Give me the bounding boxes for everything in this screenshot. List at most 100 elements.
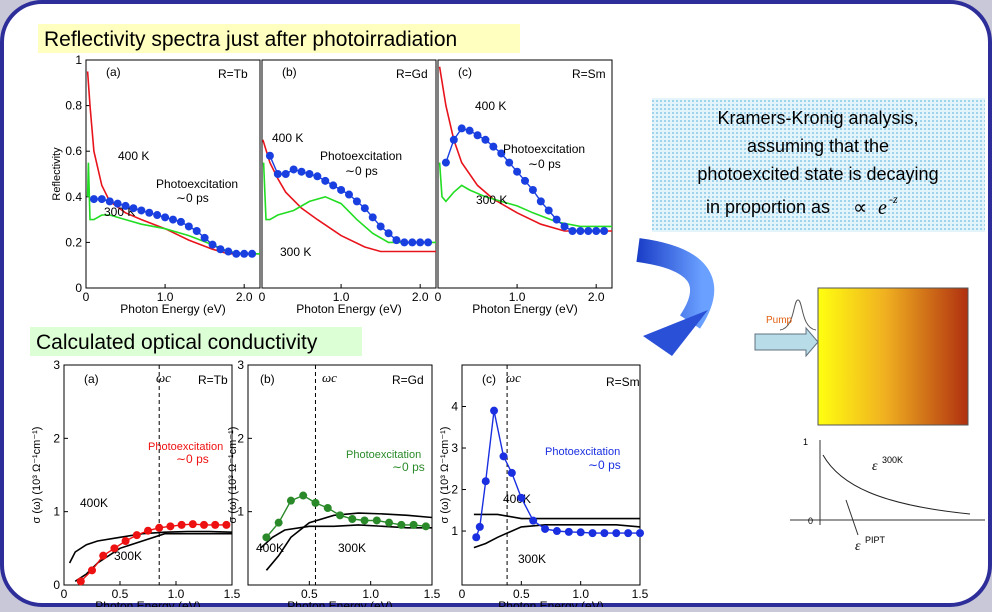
data-point [481, 135, 490, 144]
data-point [286, 496, 295, 505]
series-line [265, 512, 433, 571]
data-point [211, 520, 220, 529]
series-label: 400 K [118, 149, 149, 163]
series-label: 300K [338, 541, 366, 555]
data-point [313, 172, 322, 181]
series-label: Photoexcitation [320, 149, 402, 163]
x-tick-label: 0 [459, 587, 466, 601]
data-point [360, 204, 369, 213]
series-label: Photoexcitation [346, 449, 421, 461]
series-label: 300K [518, 552, 546, 566]
x-tick-label: 0.5 [301, 587, 318, 601]
data-point [449, 135, 458, 144]
y-tick-label: 1 [53, 505, 60, 519]
data-point [552, 215, 561, 224]
data-point [584, 227, 593, 235]
y-tick-label: 1 [237, 505, 244, 519]
data-point [636, 529, 644, 538]
x-axis-label: Photon Energy (eV) [95, 599, 200, 607]
annotation: ∼0 ps [588, 458, 621, 472]
data-point [232, 249, 241, 258]
data-point [536, 197, 545, 206]
annotation: R=Sm [606, 375, 640, 389]
x-tick-label: 2.0 [236, 290, 253, 304]
data-point [576, 528, 585, 537]
axis-label: 0 [808, 516, 813, 526]
data-point [376, 222, 385, 231]
data-point [305, 170, 314, 178]
data-point [385, 518, 394, 527]
y-axis-label: Reflectivity [51, 147, 63, 201]
data-point [505, 158, 514, 167]
x-tick-label: 1.5 [632, 587, 649, 601]
series-label: 400K [80, 496, 108, 510]
data-point [513, 167, 522, 176]
data-point [76, 577, 85, 586]
y-tick-label: 0.8 [65, 99, 82, 113]
note-line: Kramers-Kronig analysis, [717, 108, 918, 128]
annotation: (a) [84, 372, 99, 386]
y-tick-label: 3 [53, 358, 60, 372]
data-point [409, 520, 418, 529]
series-label: 300K [114, 549, 142, 563]
note-exponent: -z [889, 192, 898, 206]
data-point [473, 131, 482, 140]
flow-arrow-head [643, 310, 708, 356]
series-line [473, 513, 640, 520]
plot-frame [247, 364, 433, 586]
data-point [507, 468, 516, 477]
annotation: (a) [106, 65, 121, 79]
data-point [155, 523, 164, 532]
pump-arrow [754, 326, 819, 358]
pump-label: Pump [766, 315, 793, 326]
data-point [121, 201, 130, 210]
data-point [200, 233, 209, 242]
x-tick-label: 1.5 [224, 587, 241, 601]
data-point [222, 520, 231, 529]
data-point [490, 406, 499, 415]
eps-sup: PIPT [865, 535, 886, 545]
axis-label: 1 [803, 437, 808, 447]
data-point [240, 249, 249, 258]
data-point [281, 170, 290, 178]
data-point [311, 498, 320, 507]
data-point [472, 533, 481, 542]
eps: ε [872, 459, 878, 474]
data-point [475, 522, 484, 531]
x-tick-label: 1.0 [509, 290, 526, 304]
data-point [544, 206, 553, 215]
data-point [421, 522, 430, 531]
x-axis-label: Photon Energy (eV) [120, 302, 225, 316]
data-point [576, 227, 585, 235]
x-tick-label: 0 [435, 290, 442, 304]
annotation: R=Gd [392, 373, 424, 387]
data-point [262, 533, 271, 542]
data-point [265, 151, 274, 160]
data-point [528, 185, 537, 194]
annotation: (c) [458, 65, 472, 79]
plot-frame [461, 364, 641, 586]
x-tick-label: 1.0 [157, 290, 174, 304]
data-point [529, 516, 538, 525]
data-point [564, 527, 573, 536]
series-label: Photoexcitation [156, 177, 238, 191]
y-tick-label: 2 [53, 431, 60, 445]
curve [822, 454, 971, 515]
data-point [552, 527, 561, 536]
data-point [416, 238, 425, 247]
x-axis-label: Photon Energy (eV) [296, 302, 401, 316]
plot-frame [261, 59, 437, 289]
y-tick-label: 0.6 [65, 144, 82, 158]
pointer [845, 499, 859, 536]
data-point [132, 531, 141, 540]
sample [817, 287, 969, 426]
data-point [517, 493, 526, 502]
series-label: Photoexcitation [545, 446, 620, 458]
data-point [360, 516, 369, 525]
y-tick-label: 4 [451, 400, 458, 414]
note-line: photoexcited state is decaying [697, 164, 938, 184]
data-point [588, 529, 597, 538]
note-line: assuming that the [747, 136, 889, 156]
data-point [397, 520, 406, 529]
